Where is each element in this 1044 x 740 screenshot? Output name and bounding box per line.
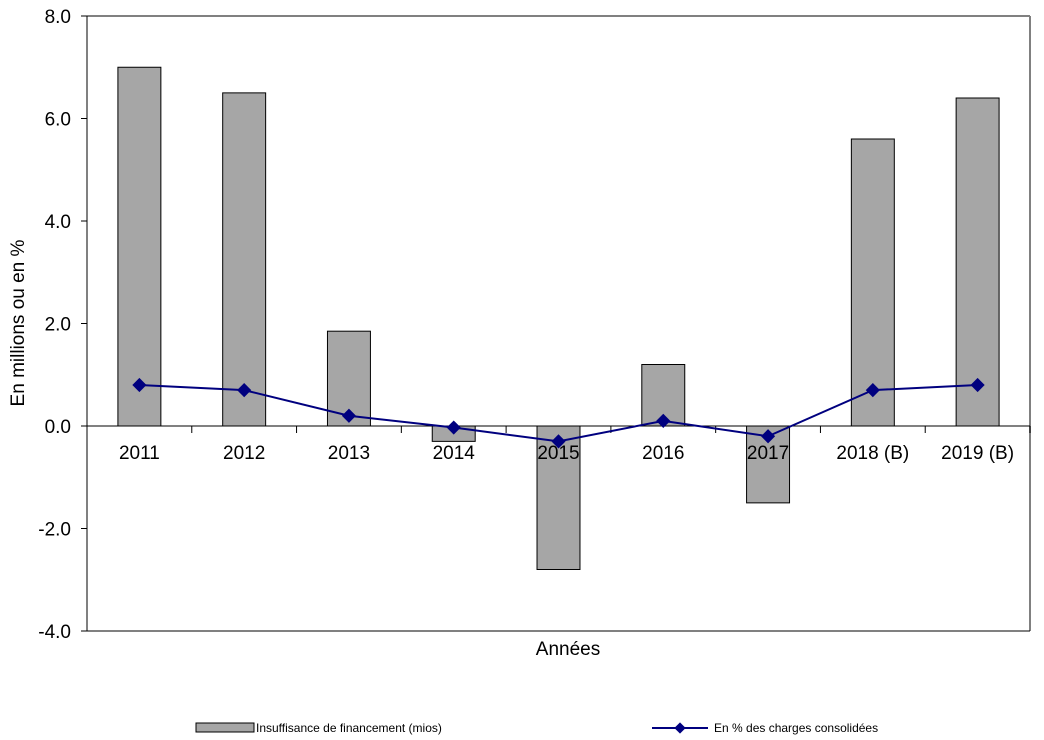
line-point: [865, 383, 880, 398]
y-axis-title: En millions ou en %: [8, 239, 29, 406]
line-point: [341, 408, 357, 423]
y-tick-label: 4.0: [45, 212, 71, 233]
y-tick-label: 8.0: [45, 7, 71, 28]
legend: Insuffisance de financement (mios) En % …: [195, 721, 878, 735]
line-series: [132, 377, 985, 449]
x-tick-label: 2019 (B): [941, 443, 1014, 464]
legend-bar-label: Insuffisance de financement (mios): [256, 721, 442, 735]
line-point: [656, 413, 671, 428]
tick-labels: 8.0 6.0 4.0 2.0 0.0 -2.0 -4.0 2011 2012 2013 2014 2…: [38, 7, 1014, 643]
bar: [955, 97, 1000, 427]
x-tick-label: 2014: [433, 443, 476, 464]
y-tick-label: 6.0: [45, 110, 71, 131]
bar: [536, 425, 581, 570]
x-tick-label: 2018 (B): [836, 443, 909, 464]
line-point: [970, 377, 985, 393]
y-tick-label: -4.0: [38, 622, 71, 643]
y-tick-label: 2.0: [45, 315, 71, 336]
line-point: [237, 383, 252, 398]
legend-bar-swatch: [195, 722, 255, 733]
x-tick-label: 2016: [642, 443, 684, 464]
line-point: [551, 434, 566, 449]
x-tick-label: 2012: [223, 443, 265, 464]
y-tick-label: 0.0: [45, 417, 71, 438]
line-point: [446, 420, 461, 435]
legend-line-marker: [674, 722, 686, 734]
bar: [222, 92, 267, 427]
x-tick-label: 2017: [747, 443, 789, 464]
line-point: [760, 429, 776, 444]
line-point: [132, 377, 147, 393]
x-tick-label: 2011: [119, 443, 160, 464]
bar: [117, 66, 162, 427]
x-tick-label: 2013: [328, 443, 370, 464]
legend-line-label: En % des charges consolidées: [714, 721, 878, 735]
bar: [850, 138, 895, 427]
x-tick-label: 2015: [537, 443, 579, 464]
y-tick-label: -2.0: [38, 520, 71, 541]
bar-series: [117, 66, 1000, 570]
x-axis-title: Années: [536, 639, 600, 660]
